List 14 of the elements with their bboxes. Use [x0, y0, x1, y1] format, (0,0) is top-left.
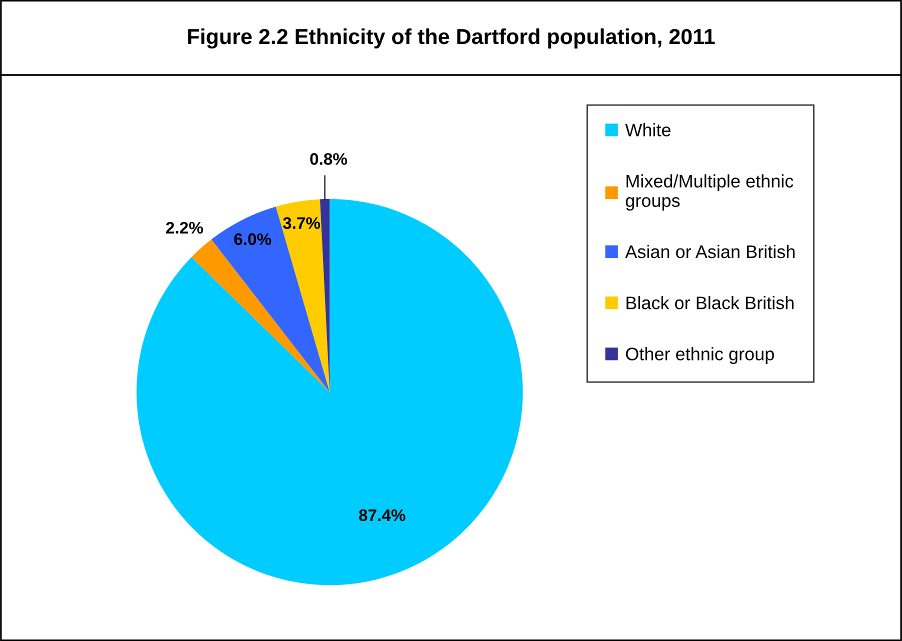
data-label: 6.0%	[234, 233, 272, 246]
chart-title: Figure 2.2 Ethnicity of the Dartford population, 2011	[188, 28, 715, 49]
legend-label: Mixed/Multiple ethnic groups	[626, 174, 794, 211]
legend-label: Black or Black British	[626, 296, 794, 310]
pie-slice	[276, 199, 330, 392]
data-label: 0.8%	[310, 153, 348, 165]
legend-label: White	[625, 123, 670, 136]
data-label: 87.4%	[359, 509, 406, 522]
data-label: 2.2%	[166, 222, 204, 234]
pie-slice	[136, 198, 523, 586]
pie-slice	[211, 206, 330, 392]
data-label: 3.7%	[282, 217, 320, 229]
legend-label: Other ethnic group	[626, 347, 774, 364]
legend-label: Asian or Asian British	[625, 244, 795, 258]
